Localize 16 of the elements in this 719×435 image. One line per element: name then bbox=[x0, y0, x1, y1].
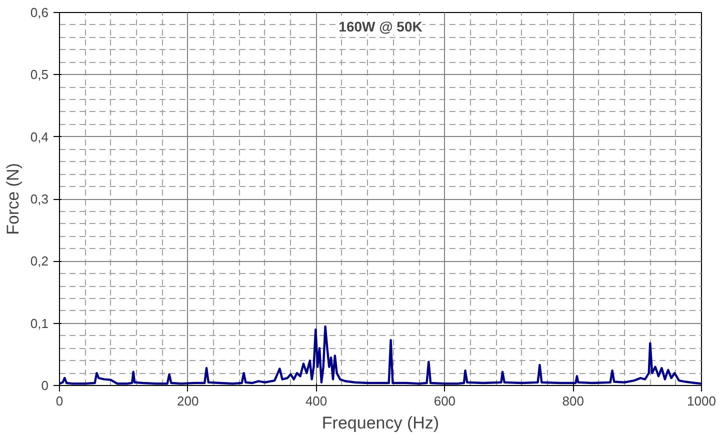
x-tick-label: 1000 bbox=[687, 394, 716, 408]
y-tick-label: 0,1 bbox=[30, 316, 49, 331]
y-tick-label: 0 bbox=[41, 378, 49, 393]
y-tick-label: 0,3 bbox=[30, 192, 49, 206]
x-axis-title: Frequency (Hz) bbox=[322, 414, 440, 432]
y-tick-label: 0,5 bbox=[30, 67, 49, 82]
y-tick-label: 0,4 bbox=[30, 129, 49, 144]
x-tick-label: 200 bbox=[177, 394, 199, 408]
y-tick-label: 0,2 bbox=[30, 254, 49, 269]
x-tick-label: 400 bbox=[305, 394, 328, 408]
y-axis-title: Force (N) bbox=[3, 163, 22, 235]
x-tick-label: 0 bbox=[56, 394, 64, 408]
x-tick-label: 600 bbox=[434, 394, 456, 408]
text: 160W @ 50K bbox=[338, 18, 422, 34]
x-tick-label: 800 bbox=[562, 394, 584, 408]
y-tick-label: 0,6 bbox=[30, 5, 49, 20]
